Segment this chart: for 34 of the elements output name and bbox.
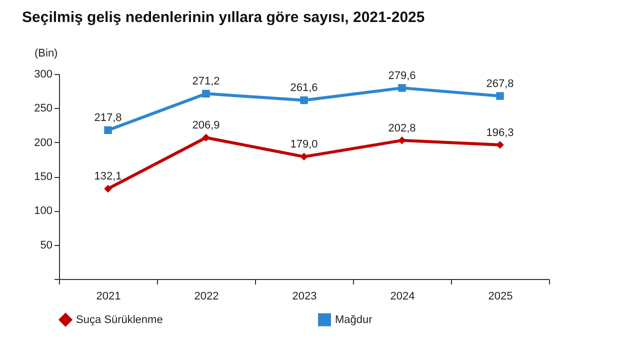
- y-tick-label: 50: [40, 239, 52, 252]
- y-tick-label: 150: [34, 171, 52, 183]
- y-tick-label: 300: [34, 68, 52, 80]
- y-tick-label: 250: [34, 102, 52, 115]
- data-label: 179,0: [290, 138, 318, 151]
- x-tick-label: 2023: [292, 290, 317, 302]
- data-label: 196,3: [486, 126, 514, 139]
- chart-title: Seçilmiş geliş nedenlerinin yıllara göre sayısı, 2021-2025: [22, 9, 425, 26]
- data-label: 132,1: [94, 170, 122, 183]
- data-label: 271,2: [192, 76, 220, 88]
- data-label: 261,6: [290, 82, 318, 94]
- x-tick-label: 2024: [390, 290, 415, 302]
- point: [398, 84, 406, 92]
- point: [300, 152, 308, 161]
- y-tick-label: 200: [34, 136, 52, 149]
- point: [202, 134, 210, 142]
- point: [202, 90, 210, 98]
- point: [104, 126, 112, 134]
- data-label: 267,8: [486, 78, 514, 90]
- x-tick-label: 2022: [194, 290, 219, 302]
- point: [300, 96, 308, 104]
- x-tick-label: 2025: [488, 290, 513, 302]
- legend-label: Mağdur: [335, 314, 373, 326]
- y-tick-label: 100: [34, 205, 52, 218]
- data-label: 279,6: [388, 70, 416, 82]
- legend-label: Suça Sürüklenme: [76, 314, 163, 326]
- x-tick-label: 2021: [96, 290, 121, 302]
- y-axis-title: (Bin): [34, 48, 58, 60]
- data-label: 217,8: [94, 112, 122, 124]
- data-label: 206,9: [192, 120, 220, 132]
- point: [104, 184, 112, 193]
- data-label: 202,8: [388, 122, 416, 134]
- point: [496, 140, 504, 149]
- point: [496, 92, 504, 100]
